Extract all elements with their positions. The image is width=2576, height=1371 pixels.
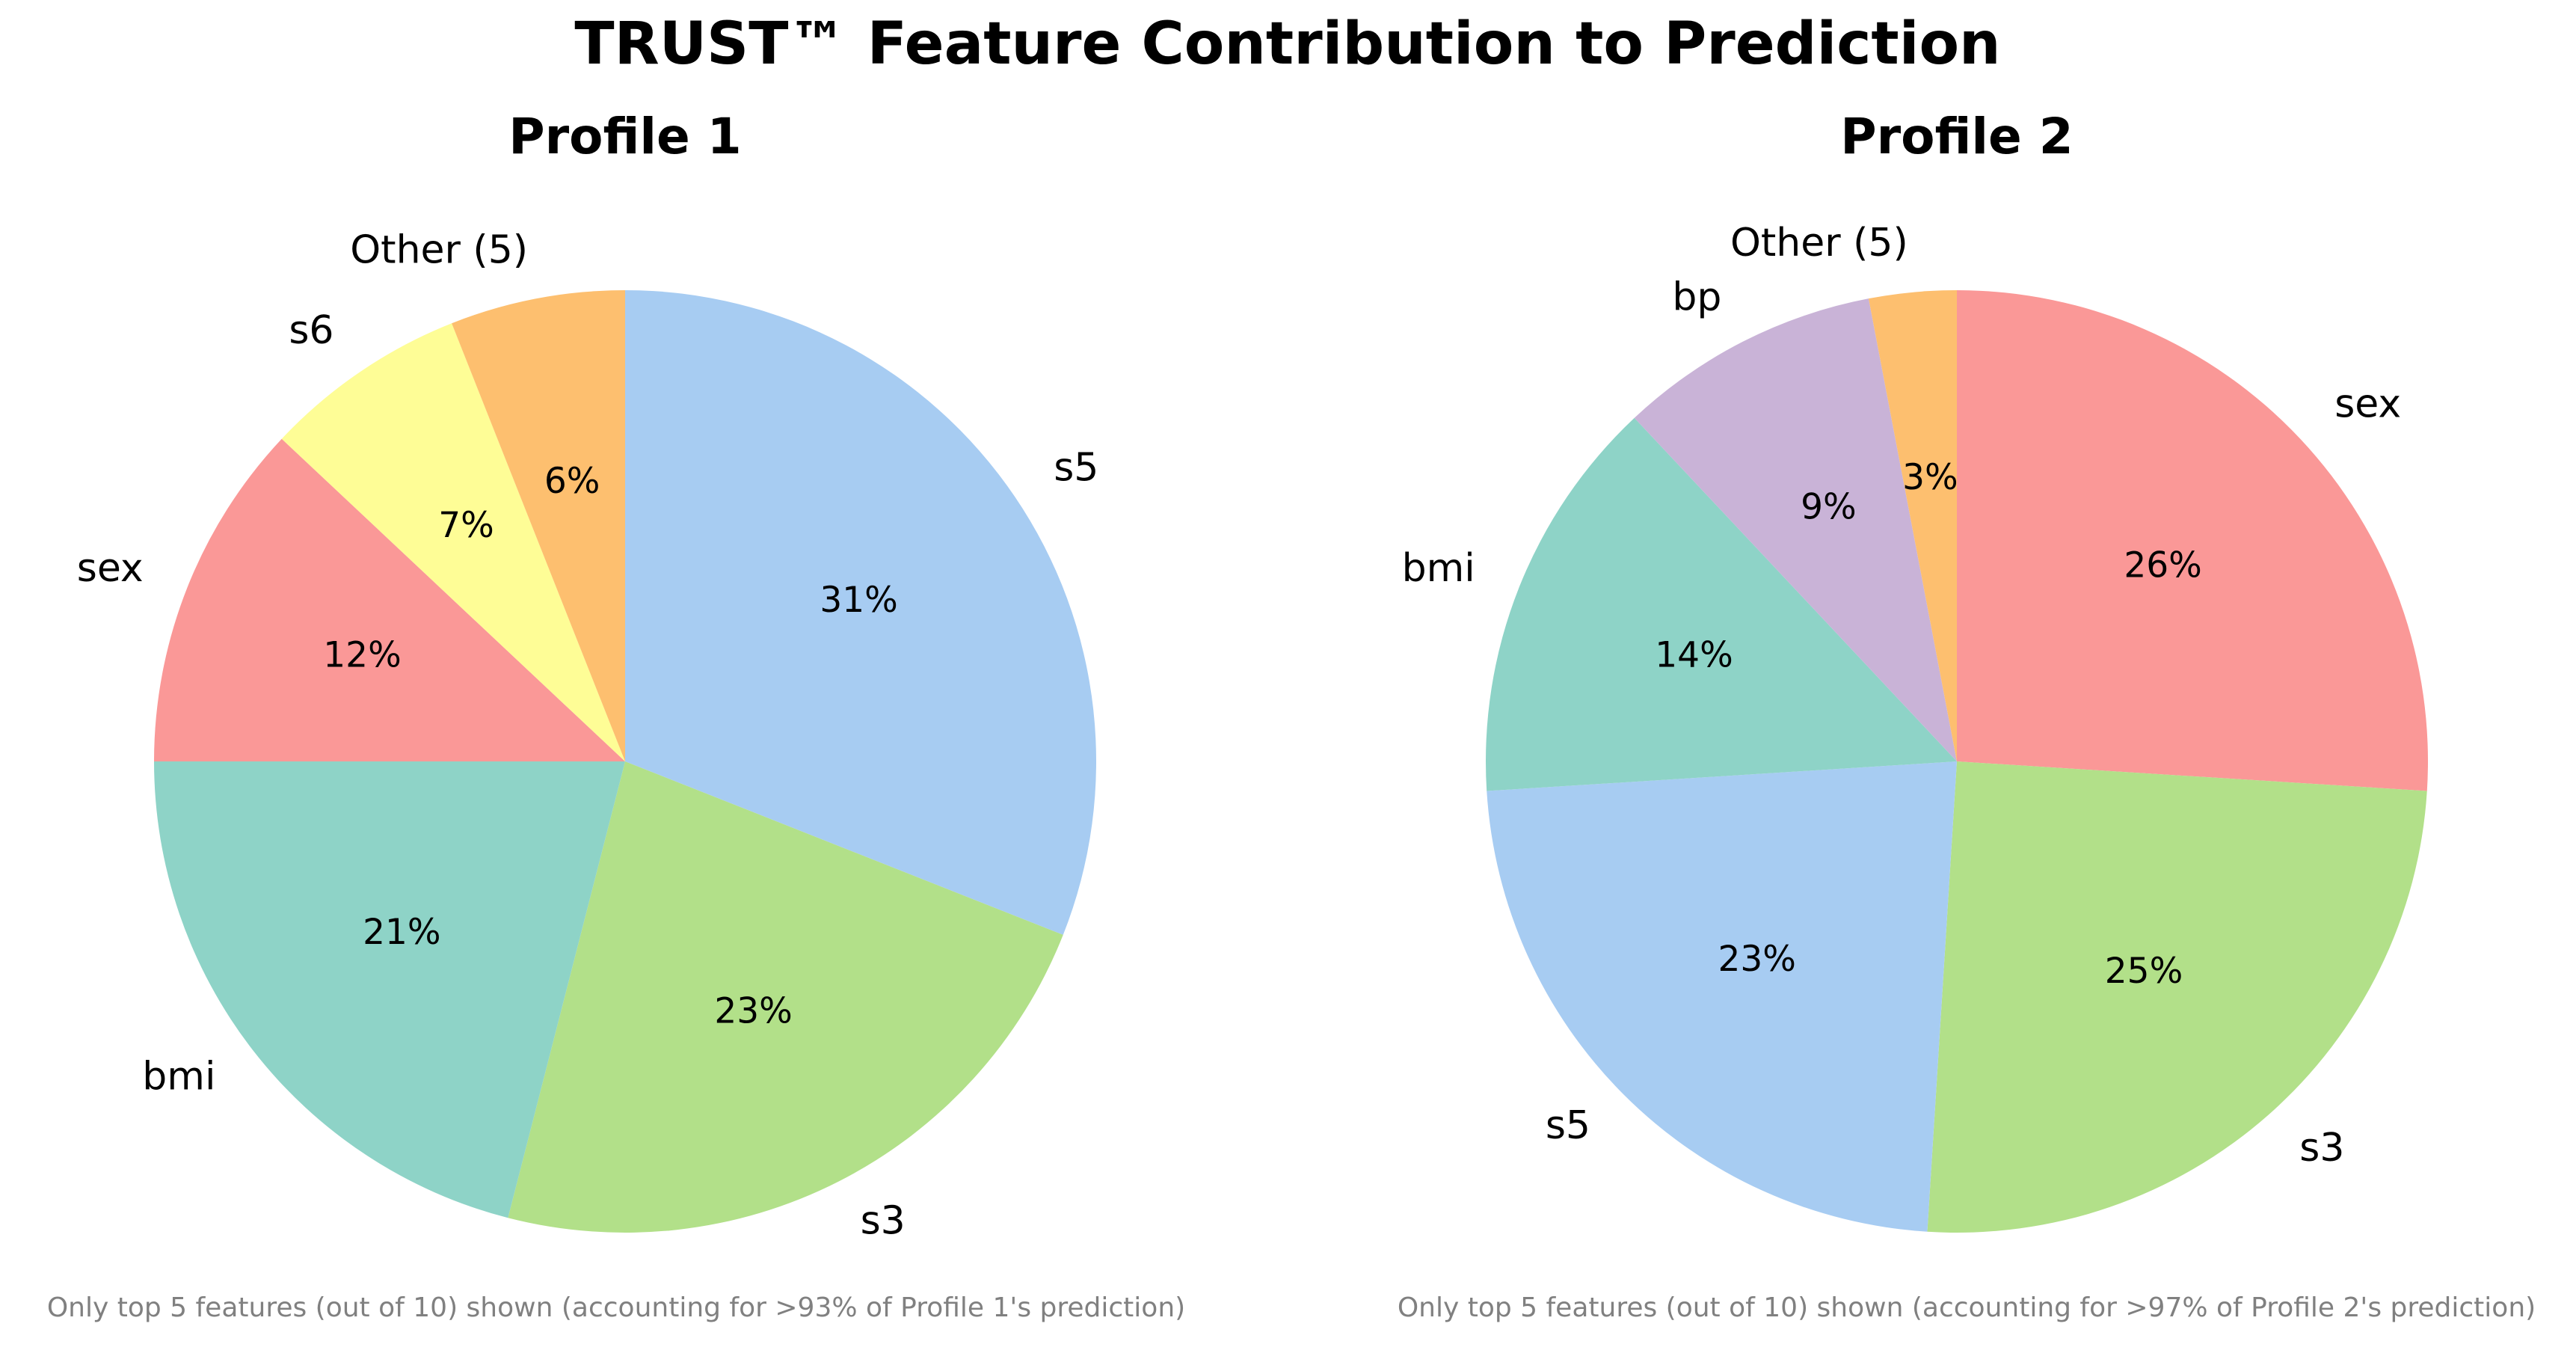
slice-label-bmi-profile-1: bmi — [142, 1055, 215, 1099]
slice-pct-bmi-profile-1: 21% — [363, 912, 440, 953]
slice-label-s5-profile-2: s5 — [1546, 1103, 1590, 1148]
pie-slice-s6-profile-1 — [281, 323, 625, 761]
footnote-profile-2: Only top 5 features (out of 10) shown (a… — [1398, 1292, 2536, 1323]
slice-label-s3-profile-2: s3 — [2299, 1126, 2344, 1171]
slice-pct-s5-profile-2: 23% — [1718, 939, 1795, 980]
footnote-profile-1: Only top 5 features (out of 10) shown (a… — [47, 1292, 1185, 1323]
slice-label-sex-profile-2: sex — [2334, 382, 2401, 427]
slice-label-other-5-profile-1: Other (5) — [350, 227, 528, 272]
pie-slice-sex-profile-1 — [154, 438, 625, 761]
slice-pct-s3-profile-2: 25% — [2105, 951, 2183, 992]
pie-slice-s3-profile-1 — [508, 761, 1063, 1233]
pie-slice-s3-profile-2 — [1927, 761, 2427, 1233]
slice-pct-s3-profile-1: 23% — [714, 990, 792, 1031]
pie-slice-sex-profile-2 — [1957, 290, 2429, 791]
slice-pct-sex-profile-2: 26% — [2124, 545, 2201, 586]
pie-slice-other-5-profile-2 — [1868, 290, 1957, 761]
slice-pct-other-5-profile-2: 3% — [1902, 457, 1958, 498]
pie-profile-2: Profile 2 sex 26% s3 25% s5 23% bmi 14% bp 9% Othe… — [1398, 108, 2536, 1323]
slice-label-other-5-profile-2: Other (5) — [1730, 221, 1908, 266]
slice-label-bmi-profile-2: bmi — [1402, 546, 1475, 591]
pie-slice-s5-profile-2 — [1487, 761, 1957, 1232]
slice-label-s3-profile-1: s3 — [861, 1199, 906, 1244]
pie-profile-1: Profile 1 s5 31% s3 23% bmi 21% sex 12% s6 7% Othe… — [47, 108, 1185, 1323]
pie-title-profile-2: Profile 2 — [1840, 108, 2073, 165]
slice-pct-bmi-profile-2: 14% — [1655, 634, 1733, 675]
pie-slice-bmi-profile-1 — [154, 761, 625, 1218]
slice-pct-s5-profile-1: 31% — [820, 580, 897, 621]
slice-label-s5-profile-1: s5 — [1054, 446, 1098, 491]
pie-slice-other-5-profile-1 — [452, 290, 625, 761]
slice-label-bp-profile-2: bp — [1672, 275, 1721, 320]
slice-pct-bp-profile-2: 9% — [1801, 487, 1857, 528]
slice-pct-other-5-profile-1: 6% — [544, 461, 600, 502]
slice-label-s6-profile-1: s6 — [289, 308, 333, 353]
chart-title: TRUST™ Feature Contribution to Predictio… — [574, 10, 2000, 78]
slice-label-sex-profile-1: sex — [77, 546, 144, 591]
slice-pct-s6-profile-1: 7% — [438, 505, 494, 546]
pie-slice-bp-profile-2 — [1634, 298, 1957, 761]
pie-slice-s5-profile-1 — [625, 290, 1097, 935]
pie-title-profile-1: Profile 1 — [508, 108, 741, 165]
slice-pct-sex-profile-1: 12% — [323, 634, 401, 675]
pie-slice-bmi-profile-2 — [1485, 417, 1957, 791]
